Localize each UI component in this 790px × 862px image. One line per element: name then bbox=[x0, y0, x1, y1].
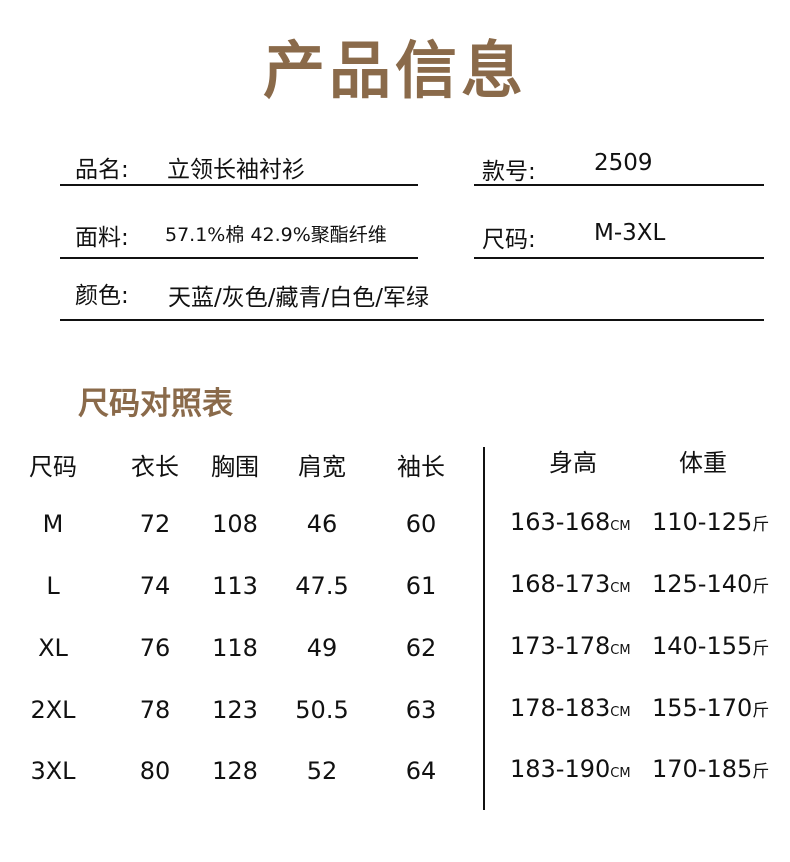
weight-cell: 125-140斤 bbox=[652, 570, 769, 598]
unit-label: 斤 bbox=[752, 639, 770, 659]
table-cell: 61 bbox=[405, 572, 437, 600]
table-cell: 74 bbox=[139, 572, 171, 600]
table-cell: L bbox=[46, 572, 60, 600]
divider bbox=[474, 184, 764, 186]
range-value: 155-170 bbox=[652, 694, 753, 722]
size-chart-title: 尺码对照表 bbox=[78, 386, 233, 422]
table-cell: 3XL bbox=[30, 757, 76, 785]
table-cell: 123 bbox=[212, 696, 258, 724]
name-label: 品名: bbox=[75, 157, 129, 183]
range-value: 183-190 bbox=[510, 755, 611, 783]
name-value: 立领长袖衬衫 bbox=[167, 157, 305, 183]
table-cell: 47.5 bbox=[295, 572, 349, 600]
height-cell: 183-190CM bbox=[510, 755, 631, 783]
height-cell: 168-173CM bbox=[510, 570, 631, 598]
table-cell: M bbox=[42, 510, 64, 538]
range-value: 173-178 bbox=[510, 632, 611, 660]
unit-label: CM bbox=[610, 766, 631, 781]
divider bbox=[474, 257, 764, 259]
table-cell: 108 bbox=[212, 510, 258, 538]
height-cell: 178-183CM bbox=[510, 694, 631, 722]
column-header: 肩宽 bbox=[298, 453, 346, 481]
unit-label: 斤 bbox=[752, 577, 770, 597]
column-header: 尺码 bbox=[29, 453, 77, 481]
table-cell: 2XL bbox=[30, 696, 76, 724]
table-cell: 128 bbox=[212, 757, 258, 785]
divider bbox=[60, 184, 418, 186]
style-value: 2509 bbox=[594, 150, 653, 176]
table-cell: XL bbox=[38, 634, 68, 662]
table-cell: 60 bbox=[405, 510, 437, 538]
color-label: 颜色: bbox=[75, 283, 129, 309]
unit-label: 斤 bbox=[752, 701, 770, 721]
weight-cell: 110-125斤 bbox=[652, 508, 769, 536]
table-cell: 64 bbox=[405, 757, 437, 785]
table-cell: 46 bbox=[306, 510, 338, 538]
table-divider bbox=[483, 447, 485, 810]
unit-label: 斤 bbox=[752, 515, 770, 535]
column-header: 身高 bbox=[549, 449, 597, 477]
height-cell: 173-178CM bbox=[510, 632, 631, 660]
table-cell: 50.5 bbox=[295, 696, 349, 724]
table-cell: 76 bbox=[139, 634, 171, 662]
fabric-value: 57.1%棉 42.9%聚酯纤维 bbox=[165, 224, 387, 246]
color-value: 天蓝/灰色/藏青/白色/军绿 bbox=[168, 285, 429, 311]
table-cell: 113 bbox=[212, 572, 258, 600]
unit-label: CM bbox=[610, 519, 631, 534]
page-title: 产品信息 bbox=[262, 34, 527, 107]
unit-label: CM bbox=[610, 581, 631, 596]
table-cell: 63 bbox=[405, 696, 437, 724]
table-cell: 49 bbox=[306, 634, 338, 662]
height-cell: 163-168CM bbox=[510, 508, 631, 536]
table-cell: 72 bbox=[139, 510, 171, 538]
range-value: 168-173 bbox=[510, 570, 611, 598]
table-cell: 78 bbox=[139, 696, 171, 724]
range-value: 140-155 bbox=[652, 632, 753, 660]
weight-cell: 155-170斤 bbox=[652, 694, 769, 722]
column-header: 体重 bbox=[679, 449, 727, 477]
divider bbox=[60, 319, 764, 321]
unit-label: CM bbox=[610, 705, 631, 720]
column-header: 袖长 bbox=[397, 453, 445, 481]
range-value: 170-185 bbox=[652, 755, 753, 783]
weight-cell: 140-155斤 bbox=[652, 632, 769, 660]
unit-label: 斤 bbox=[752, 762, 770, 782]
table-cell: 118 bbox=[212, 634, 258, 662]
divider bbox=[60, 257, 418, 259]
fabric-label: 面料: bbox=[75, 225, 129, 251]
unit-label: CM bbox=[610, 643, 631, 658]
range-value: 110-125 bbox=[652, 508, 753, 536]
column-header: 衣长 bbox=[131, 453, 179, 481]
weight-cell: 170-185斤 bbox=[652, 755, 769, 783]
style-label: 款号: bbox=[482, 159, 536, 185]
range-value: 178-183 bbox=[510, 694, 611, 722]
size-value: M-3XL bbox=[594, 220, 666, 246]
column-header: 胸围 bbox=[211, 453, 259, 481]
table-cell: 62 bbox=[405, 634, 437, 662]
range-value: 125-140 bbox=[652, 570, 753, 598]
table-cell: 80 bbox=[139, 757, 171, 785]
size-label: 尺码: bbox=[482, 227, 536, 253]
table-cell: 52 bbox=[306, 757, 338, 785]
range-value: 163-168 bbox=[510, 508, 611, 536]
